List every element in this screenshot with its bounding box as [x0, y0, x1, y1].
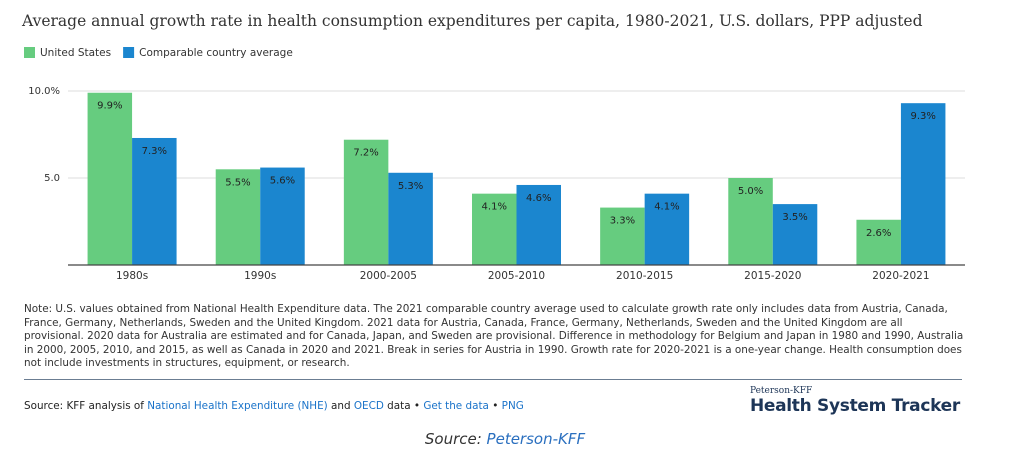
source-text: data • [383, 400, 424, 412]
chart-title: Average annual growth rate in health con… [21, 12, 923, 30]
value-label: 7.2% [353, 148, 378, 159]
y-tick-label: 5.0 [44, 173, 60, 184]
value-label: 5.3% [398, 181, 423, 192]
value-label: 7.3% [142, 146, 167, 157]
value-label: 3.5% [782, 212, 807, 223]
note: Note: U.S. values obtained from National… [24, 303, 964, 370]
x-tick-label: 2015-2020 [744, 270, 801, 282]
bar [600, 207, 645, 265]
legend-label: United States [40, 47, 111, 59]
bar [388, 172, 433, 265]
bar [343, 139, 389, 265]
bar [772, 204, 818, 265]
value-label: 5.5% [225, 177, 250, 188]
x-tick-label: 1990s [244, 270, 276, 282]
source-link[interactable]: PNG [501, 400, 524, 412]
caption-link[interactable]: Peterson-KFF [486, 430, 586, 448]
bar [728, 178, 773, 265]
source-link[interactable]: OECD [353, 400, 384, 412]
source-link[interactable]: National Health Expenditure (NHE) [147, 400, 328, 412]
bar [856, 219, 901, 265]
source-line: Source: KFF analysis of National Health … [24, 400, 524, 412]
bar [132, 137, 177, 265]
caption: Source: Peterson-KFF [0, 430, 1010, 448]
value-label: 4.1% [654, 202, 679, 213]
caption-label: Source: [424, 430, 487, 448]
value-label: 9.9% [97, 101, 122, 112]
x-tick-label: 1980s [116, 270, 148, 282]
brand: Peterson-KFF Health System Tracker [750, 386, 960, 416]
legend-swatch [123, 47, 135, 58]
brand-large: Health System Tracker [749, 396, 960, 416]
value-label: 4.6% [526, 193, 551, 204]
x-tick-label: 2010-2015 [616, 270, 673, 282]
source-text: Source: KFF analysis of [24, 400, 148, 412]
source-text: • [488, 400, 502, 412]
value-label: 4.1% [482, 202, 507, 213]
bar [215, 169, 261, 265]
x-tick-label: 2005-2010 [488, 270, 545, 282]
divider [24, 379, 962, 380]
bar [87, 92, 133, 266]
value-label: 5.0% [738, 186, 763, 197]
chart: Average annual growth rate in health con… [21, 12, 965, 282]
value-label: 9.3% [910, 111, 935, 122]
source-link[interactable]: Get the data [423, 400, 489, 412]
y-tick-label: 10.0% [28, 86, 60, 97]
value-label: 3.3% [610, 216, 635, 227]
value-label: 5.6% [270, 176, 295, 187]
bar [900, 103, 946, 266]
x-tick-label: 2020-2021 [872, 270, 929, 282]
value-label: 2.6% [866, 228, 891, 239]
bar [472, 193, 517, 265]
legend-swatch [24, 47, 35, 58]
bar [516, 184, 561, 265]
bar [644, 193, 690, 265]
legend-label: Comparable country average [139, 47, 293, 59]
bar [260, 167, 305, 265]
source-text: and [327, 400, 354, 412]
brand-small: Peterson-KFF [749, 386, 813, 396]
x-tick-label: 2000-2005 [360, 270, 417, 282]
